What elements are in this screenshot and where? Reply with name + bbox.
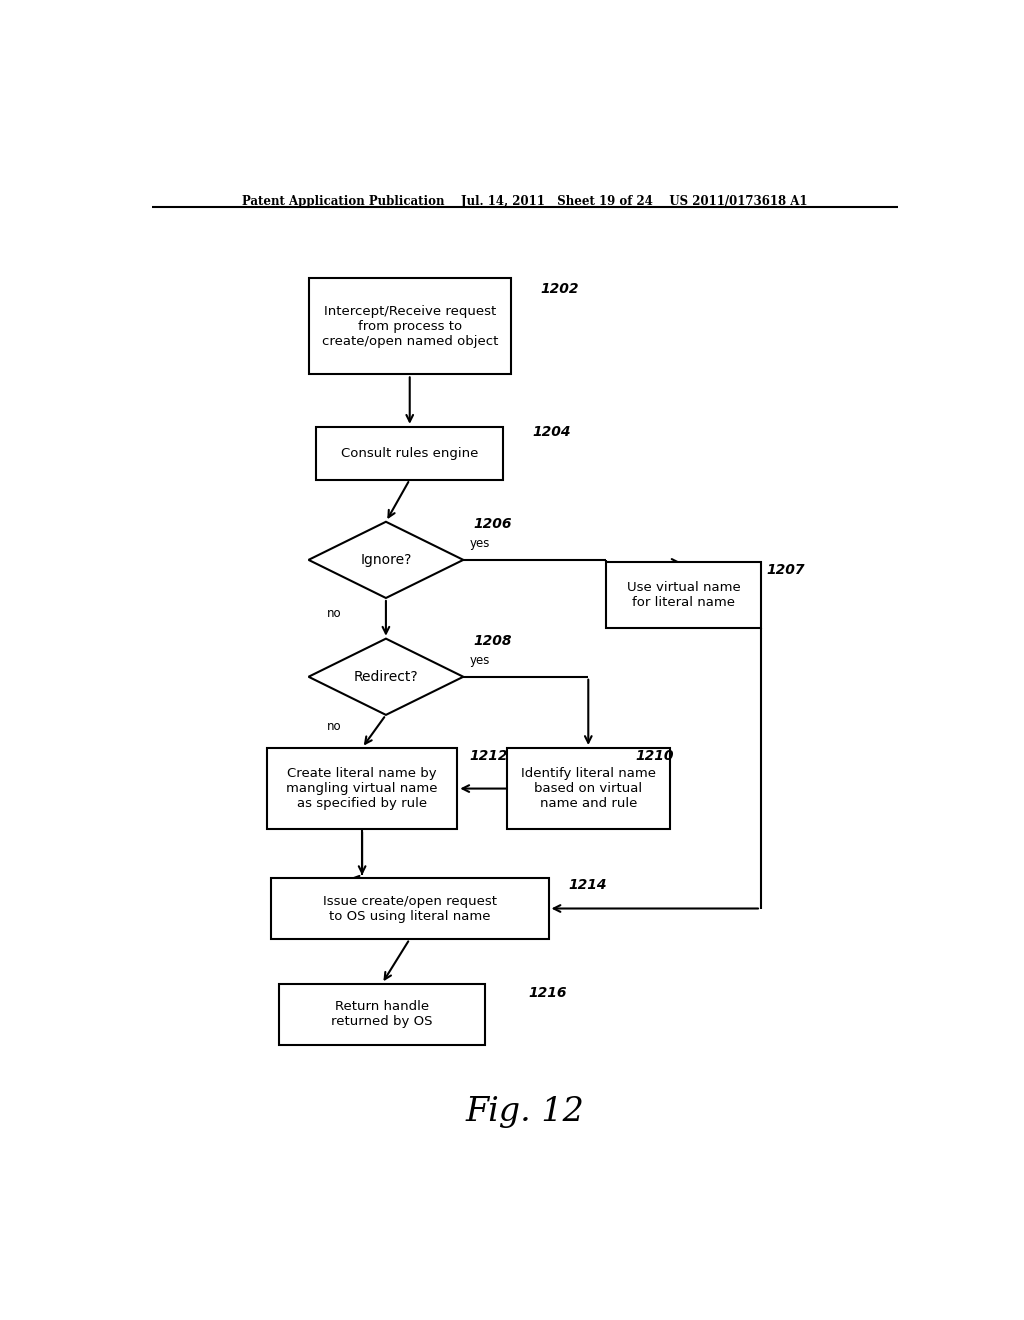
Text: 1214: 1214 (568, 878, 607, 892)
Text: Ignore?: Ignore? (360, 553, 412, 566)
Text: no: no (327, 607, 341, 619)
Text: Consult rules engine: Consult rules engine (341, 446, 478, 459)
FancyBboxPatch shape (308, 277, 511, 375)
Text: Return handle
returned by OS: Return handle returned by OS (331, 1001, 433, 1028)
FancyBboxPatch shape (507, 748, 670, 829)
Polygon shape (308, 639, 463, 715)
Text: 1210: 1210 (636, 750, 675, 763)
Text: Fig. 12: Fig. 12 (465, 1096, 585, 1127)
Text: 1216: 1216 (528, 986, 567, 1001)
Text: 1206: 1206 (473, 517, 512, 532)
Text: 1212: 1212 (469, 750, 508, 763)
Text: yes: yes (470, 653, 490, 667)
Text: Identify literal name
based on virtual
name and rule: Identify literal name based on virtual n… (521, 767, 655, 810)
Text: Issue create/open request
to OS using literal name: Issue create/open request to OS using li… (323, 895, 497, 923)
Text: 1208: 1208 (473, 635, 512, 648)
FancyBboxPatch shape (267, 748, 458, 829)
Text: Use virtual name
for literal name: Use virtual name for literal name (627, 581, 740, 610)
Text: no: no (327, 719, 341, 733)
Polygon shape (308, 521, 463, 598)
FancyBboxPatch shape (606, 562, 761, 628)
Text: Create literal name by
mangling virtual name
as specified by rule: Create literal name by mangling virtual … (287, 767, 438, 810)
FancyBboxPatch shape (279, 983, 485, 1044)
Text: 1207: 1207 (767, 564, 805, 577)
FancyBboxPatch shape (316, 426, 503, 479)
Text: 1202: 1202 (541, 281, 580, 296)
Text: Patent Application Publication    Jul. 14, 2011   Sheet 19 of 24    US 2011/0173: Patent Application Publication Jul. 14, … (242, 195, 808, 209)
Text: yes: yes (470, 537, 490, 550)
Text: Redirect?: Redirect? (353, 669, 418, 684)
FancyBboxPatch shape (270, 878, 549, 939)
Text: 1204: 1204 (532, 425, 571, 440)
Text: Intercept/Receive request
from process to
create/open named object: Intercept/Receive request from process t… (322, 305, 498, 347)
